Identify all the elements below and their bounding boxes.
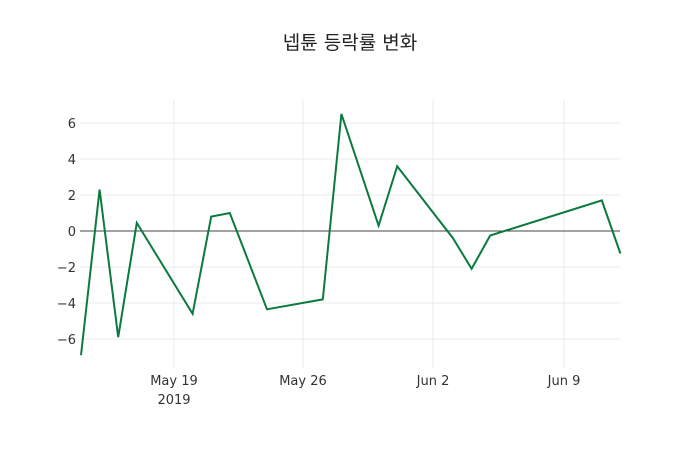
y-tick-label: 0 — [68, 225, 76, 240]
y-tick-label: −2 — [57, 261, 76, 276]
y-tick-label: −4 — [57, 297, 76, 312]
x-tick-label: May 19 — [150, 374, 198, 389]
y-tick-label: 6 — [68, 117, 76, 132]
y-tick-label: 2 — [68, 189, 76, 204]
y-tick-label: 4 — [68, 153, 76, 168]
x-tick-label: Jun 9 — [547, 374, 581, 389]
x-tick-label: Jun 2 — [416, 374, 450, 389]
y-tick-label: −6 — [57, 333, 76, 348]
x-tick-label: May 26 — [279, 374, 327, 389]
data-line — [80, 113, 622, 356]
chart-title: 넵튠 등락률 변화 — [282, 32, 418, 54]
x-tick-label: 2019 — [157, 393, 190, 408]
